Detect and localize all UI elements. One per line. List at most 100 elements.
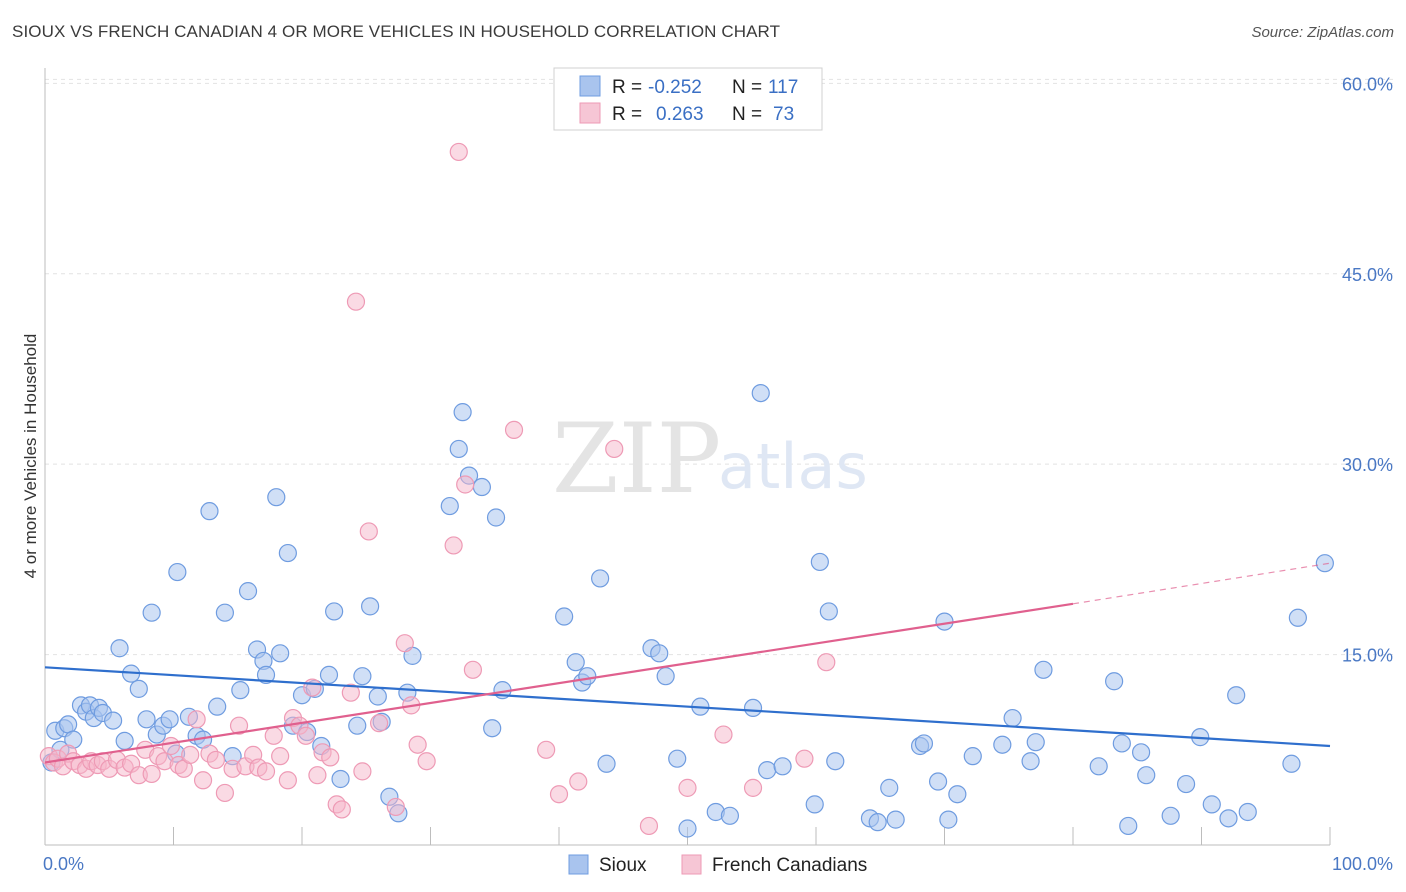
point-french-canadians-25	[193, 771, 213, 790]
point-sioux-105	[1119, 816, 1138, 836]
point-sioux-62	[486, 508, 506, 527]
point-french-canadians-28	[215, 783, 234, 803]
point-french-canadians-44	[321, 748, 340, 767]
point-sioux-56	[440, 496, 459, 516]
watermark: ZIP atlas	[552, 403, 868, 515]
point-sioux-88	[880, 778, 899, 797]
point-sioux-107	[1137, 766, 1156, 785]
y-tick-label-0: 15.0%	[1342, 646, 1393, 666]
point-french-canadians-17	[142, 764, 161, 784]
point-french-canadians-41	[303, 678, 322, 697]
chart-title: SIOUX VS FRENCH CANADIAN 4 OR MORE VEHIC…	[12, 22, 781, 41]
x-tick-labels: 0.0% 100.0%	[43, 854, 1393, 874]
point-sioux-77	[720, 806, 740, 825]
point-french-canadians-67	[678, 778, 697, 797]
series-sioux	[42, 383, 1334, 838]
point-sioux-89	[886, 810, 905, 829]
point-sioux-92	[928, 772, 948, 791]
point-french-canadians-65	[605, 439, 624, 459]
point-french-canadians-30	[229, 716, 249, 735]
point-sioux-78	[743, 698, 763, 718]
point-sioux-74	[678, 819, 697, 838]
point-sioux-35	[256, 665, 276, 685]
point-sioux-99	[1021, 752, 1040, 771]
point-french-canadians-42	[308, 766, 327, 785]
point-sioux-46	[331, 769, 350, 789]
point-sioux-73	[668, 749, 687, 768]
point-french-canadians-64	[569, 772, 588, 791]
point-sioux-94	[939, 810, 958, 829]
point-french-canadians-62	[537, 740, 556, 759]
trend-line-french-canadians	[44, 602, 1074, 764]
point-sioux-50	[368, 687, 387, 706]
point-french-canadians-23	[181, 745, 200, 764]
stats-legend: R = -0.252 N = 117 R = 0.263 N = 73	[553, 67, 823, 131]
point-sioux-13	[110, 639, 129, 658]
point-sioux-47	[348, 716, 367, 735]
point-french-canadians-63	[549, 785, 569, 804]
point-french-canadians-56	[417, 752, 436, 771]
gridlines	[45, 78, 1395, 656]
point-french-canadians-57	[444, 536, 463, 555]
legend-label-sioux: Sioux	[599, 855, 647, 876]
point-french-canadians-40	[296, 726, 315, 745]
point-sioux-44	[319, 665, 339, 685]
point-sioux-117	[1315, 554, 1334, 573]
point-sioux-49	[361, 597, 380, 616]
x-tick-label-0: 0.0%	[43, 854, 84, 874]
point-sioux-68	[591, 569, 610, 588]
point-sioux-37	[271, 644, 290, 663]
stats-n-value-french-canadians: 73	[773, 104, 794, 125]
point-french-canadians-47	[341, 683, 360, 702]
y-tick-labels: 15.0% 30.0% 45.0% 60.0%	[1342, 74, 1393, 665]
point-sioux-64	[555, 607, 574, 626]
point-sioux-114	[1238, 802, 1257, 822]
point-sioux-96	[963, 747, 982, 766]
point-sioux-111	[1202, 795, 1221, 814]
stats-r-label-sioux: R =	[612, 77, 642, 98]
stats-r-value-sioux: -0.252	[648, 77, 702, 98]
stats-r-label-french-canadians: R =	[612, 104, 642, 125]
point-sioux-28	[208, 697, 227, 716]
point-french-canadians-51	[370, 714, 389, 733]
trend-line-sioux	[44, 666, 1331, 748]
stats-n-label-french-canadians: N =	[732, 104, 762, 125]
trend-line-french-canadians-extension	[1072, 562, 1331, 605]
stats-n-value-sioux: 117	[768, 77, 798, 98]
point-french-canadians-58	[449, 142, 468, 162]
point-sioux-45	[325, 602, 344, 621]
point-sioux-93	[935, 612, 954, 631]
point-sioux-87	[868, 813, 887, 832]
watermark-atlas: atlas	[718, 430, 868, 503]
stats-swatch-sioux	[579, 75, 601, 97]
point-sioux-67	[578, 667, 597, 686]
point-sioux-27	[200, 502, 219, 521]
legend-swatch-sioux	[568, 854, 589, 875]
point-french-canadians-36	[271, 747, 290, 766]
point-sioux-97	[993, 735, 1012, 754]
point-sioux-80	[758, 761, 777, 780]
y-tick-label-1: 30.0%	[1342, 455, 1393, 475]
stats-swatch-french-canadians	[579, 102, 601, 124]
point-french-canadians-49	[353, 762, 372, 781]
point-sioux-95	[948, 785, 967, 804]
point-sioux-36	[267, 488, 286, 507]
watermark-zip: ZIP	[552, 403, 721, 515]
point-sioux-98	[1003, 708, 1022, 728]
point-sioux-58	[453, 403, 472, 422]
point-sioux-106	[1132, 743, 1151, 762]
point-sioux-21	[160, 710, 179, 729]
point-sioux-29	[215, 603, 234, 622]
point-french-canadians-35	[264, 726, 283, 745]
point-sioux-18	[142, 603, 161, 622]
series-legend: Sioux French Canadians	[568, 854, 867, 876]
point-french-canadians-70	[795, 749, 814, 768]
point-sioux-113	[1227, 686, 1246, 705]
stats-r-value-french-canadians: 0.263	[656, 104, 704, 125]
point-sioux-115	[1282, 754, 1301, 773]
point-sioux-16	[129, 679, 148, 698]
point-sioux-38	[278, 543, 297, 563]
point-sioux-103	[1105, 672, 1124, 691]
x-tick-label-1: 100.0%	[1332, 854, 1393, 874]
